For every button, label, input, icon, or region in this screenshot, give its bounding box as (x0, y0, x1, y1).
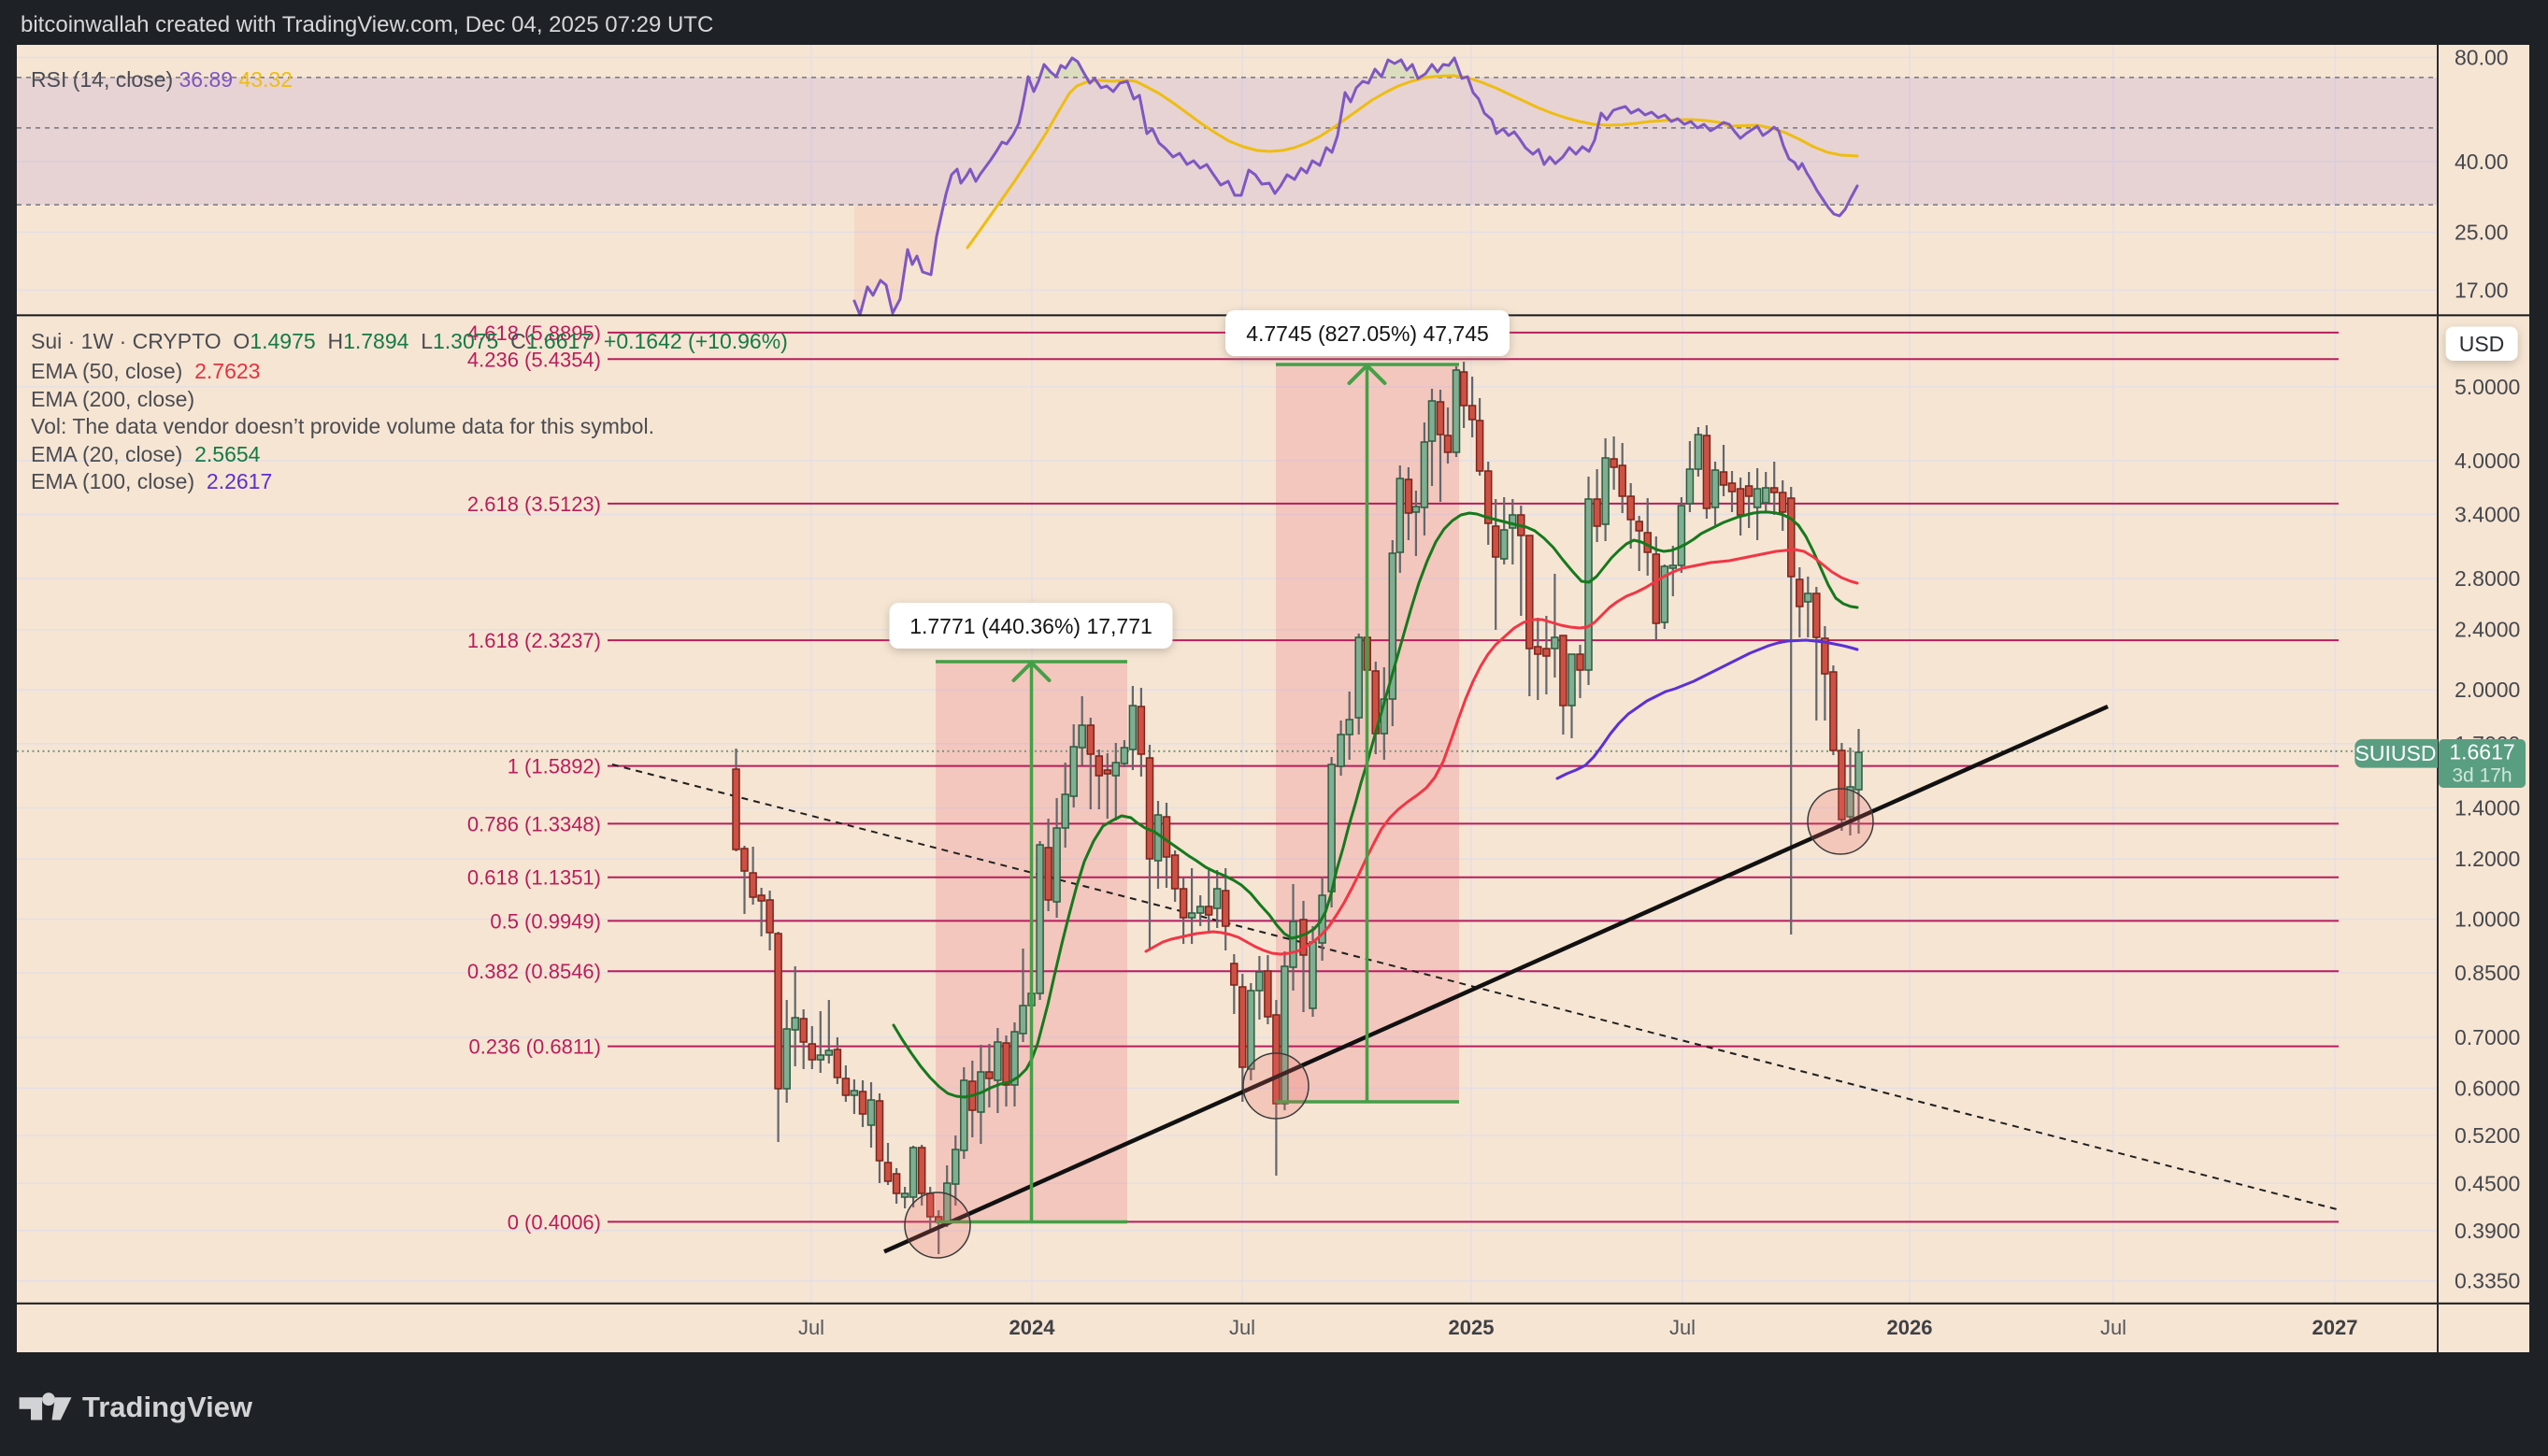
svg-text:Sui · 1W · CRYPTO O1.4975 H1: Sui · 1W · CRYPTO O1.4975 H1.7894 L1.307… (31, 329, 788, 353)
svg-text:0.5 (0.9949): 0.5 (0.9949) (490, 909, 601, 933)
svg-text:0.3900: 0.3900 (2455, 1219, 2520, 1243)
svg-text:25.00: 25.00 (2455, 220, 2509, 244)
svg-text:5.0000: 5.0000 (2455, 375, 2520, 399)
svg-text:0.5200: 0.5200 (2455, 1123, 2520, 1148)
svg-text:1.6617: 1.6617 (2449, 740, 2514, 764)
svg-text:2026: 2026 (1887, 1316, 1933, 1339)
svg-text:1.0000: 1.0000 (2455, 907, 2520, 932)
svg-text:2.0000: 2.0000 (2455, 678, 2520, 702)
svg-text:4.0000: 4.0000 (2455, 449, 2520, 473)
svg-text:RSI (14, close) 36.89 43.32: RSI (14, close) 36.89 43.32 (31, 67, 293, 92)
svg-text:1.7771 (440.36%) 17,771: 1.7771 (440.36%) 17,771 (909, 614, 1152, 638)
svg-text:3d 17h: 3d 17h (2452, 765, 2512, 787)
svg-text:SUIUSD: SUIUSD (2355, 741, 2437, 765)
svg-text:1.2000: 1.2000 (2455, 847, 2520, 871)
svg-text:Vol: The data vendor doesn’t p: Vol: The data vendor doesn’t provide vol… (31, 414, 654, 438)
svg-text:Jul: Jul (2100, 1316, 2126, 1339)
svg-text:Jul: Jul (1229, 1316, 1255, 1339)
svg-text:4.7745 (827.05%) 47,745: 4.7745 (827.05%) 47,745 (1246, 321, 1489, 346)
svg-text:40.00: 40.00 (2455, 150, 2509, 174)
svg-text:0 (0.4006): 0 (0.4006) (508, 1210, 601, 1234)
svg-text:0.618 (1.1351): 0.618 (1.1351) (467, 866, 601, 890)
svg-text:0.236 (0.6811): 0.236 (0.6811) (469, 1035, 601, 1059)
svg-text:17.00: 17.00 (2455, 278, 2509, 302)
svg-text:1.4000: 1.4000 (2455, 796, 2520, 821)
svg-text:0.3350: 0.3350 (2455, 1269, 2520, 1293)
svg-text:0.382 (0.8546): 0.382 (0.8546) (467, 960, 601, 983)
svg-text:Jul: Jul (1669, 1316, 1696, 1339)
svg-text:2027: 2027 (2312, 1316, 2358, 1339)
svg-text:0.786 (1.3348): 0.786 (1.3348) (467, 812, 601, 835)
svg-text:TradingView: TradingView (82, 1391, 253, 1423)
svg-text:bitcoinwallah created with Tra: bitcoinwallah created with TradingView.c… (21, 12, 713, 37)
svg-text:2.8000: 2.8000 (2455, 566, 2520, 591)
svg-text:2025: 2025 (1449, 1316, 1495, 1339)
svg-text:EMA (20, close) 2.5654: EMA (20, close) 2.5654 (31, 442, 261, 466)
svg-text:EMA (100, close) 2.2617: EMA (100, close) 2.2617 (31, 469, 272, 493)
svg-text:0.7000: 0.7000 (2455, 1025, 2520, 1049)
svg-text:0.4500: 0.4500 (2455, 1171, 2520, 1195)
svg-text:3.4000: 3.4000 (2455, 502, 2520, 526)
svg-text:1 (1.5892): 1 (1.5892) (508, 755, 601, 778)
svg-text:2.618 (3.5123): 2.618 (3.5123) (467, 492, 601, 516)
svg-text:4.618 (5.8895): 4.618 (5.8895) (467, 321, 601, 345)
svg-text:0.6000: 0.6000 (2455, 1076, 2520, 1100)
svg-text:4.236 (5.4354): 4.236 (5.4354) (467, 348, 601, 371)
svg-text:EMA (200, close): EMA (200, close) (31, 387, 194, 411)
svg-text:Jul: Jul (798, 1316, 824, 1339)
svg-text:USD: USD (2459, 332, 2505, 356)
svg-text:2.4000: 2.4000 (2455, 618, 2520, 642)
svg-text:80.00: 80.00 (2455, 45, 2509, 69)
svg-text:2024: 2024 (1009, 1316, 1056, 1339)
svg-text:EMA (50, close) 2.7623: EMA (50, close) 2.7623 (31, 359, 260, 383)
svg-text:1.618 (2.3237): 1.618 (2.3237) (467, 629, 601, 652)
svg-text:0.8500: 0.8500 (2455, 961, 2520, 985)
